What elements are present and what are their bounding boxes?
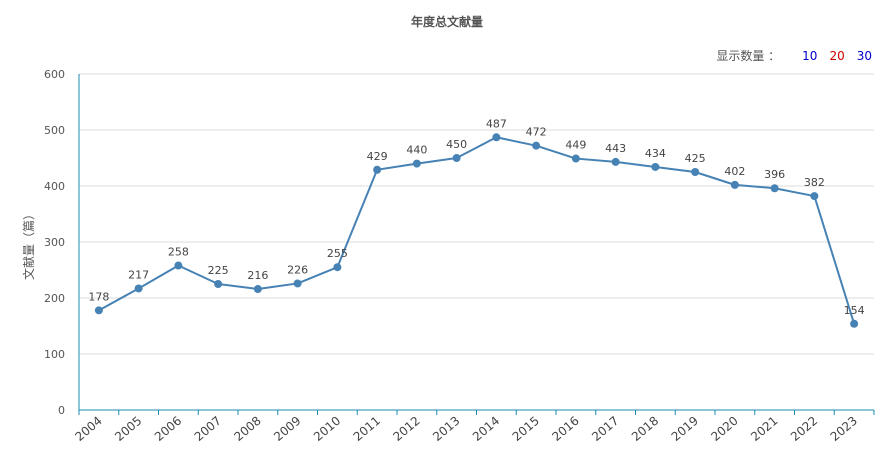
x-tick-label: 2017 <box>589 414 621 444</box>
data-point[interactable] <box>532 141 541 150</box>
data-point[interactable] <box>293 279 302 288</box>
x-tick-label: 2009 <box>271 414 303 444</box>
data-point[interactable] <box>253 285 262 294</box>
page-size-option-30[interactable]: 30 <box>856 49 872 63</box>
x-tick-label: 2008 <box>231 414 263 444</box>
data-label: 225 <box>208 264 229 277</box>
data-label: 226 <box>287 263 308 276</box>
page-size-option-10[interactable]: 10 <box>802 49 818 63</box>
data-point[interactable] <box>174 261 183 270</box>
data-label: 154 <box>844 304 865 317</box>
y-tick-label: 200 <box>44 292 65 305</box>
data-label: 440 <box>406 144 427 157</box>
data-point[interactable] <box>373 165 382 174</box>
series <box>94 133 859 328</box>
data-label: 217 <box>128 268 149 281</box>
x-tick-label: 2023 <box>828 414 860 444</box>
data-label: 429 <box>367 150 388 163</box>
series-line <box>98 136 856 325</box>
data-point[interactable] <box>730 180 739 189</box>
data-label: 443 <box>605 142 626 155</box>
data-label: 216 <box>247 269 268 282</box>
data-label: 449 <box>565 139 586 152</box>
data-point[interactable] <box>492 133 501 142</box>
data-point[interactable] <box>611 157 620 166</box>
data-point[interactable] <box>691 168 700 176</box>
data-label: 425 <box>685 152 706 165</box>
data-point[interactable] <box>810 192 819 201</box>
data-label: 487 <box>486 117 507 130</box>
data-label: 450 <box>446 138 467 151</box>
grid-lines <box>79 73 874 355</box>
data-label: 396 <box>764 168 785 181</box>
data-point[interactable] <box>94 306 103 315</box>
chart-title: 年度总文献量 <box>410 15 483 29</box>
data-label: 178 <box>88 290 109 303</box>
x-tick-label: 2015 <box>510 414 542 444</box>
x-tick-label: 2013 <box>430 414 462 444</box>
y-tick-label: 400 <box>44 180 65 193</box>
data-point[interactable] <box>214 280 223 288</box>
x-tick-label: 2005 <box>112 414 144 444</box>
page-size-label: 显示数量 ： <box>716 49 781 63</box>
data-point[interactable] <box>770 184 779 193</box>
data-point[interactable] <box>452 154 461 162</box>
x-tick-label: 2010 <box>311 414 343 444</box>
page-size-option-20[interactable]: 20 <box>829 49 845 63</box>
y-tick-label: 0 <box>58 404 65 417</box>
data-point[interactable] <box>412 159 421 168</box>
x-tick-label: 2007 <box>192 414 224 444</box>
x-tick-label: 2016 <box>549 414 581 444</box>
x-tick-label: 2019 <box>669 414 701 444</box>
data-point[interactable] <box>571 154 580 163</box>
data-label: 472 <box>526 126 547 139</box>
data-label: 434 <box>645 147 666 160</box>
x-tick-label: 2014 <box>470 414 502 444</box>
x-tick-label: 2011 <box>351 414 383 444</box>
data-point[interactable] <box>651 162 660 171</box>
data-point[interactable] <box>134 284 143 293</box>
x-tick-label: 2020 <box>708 414 740 444</box>
data-label: 402 <box>724 165 745 178</box>
y-tick-label: 500 <box>44 124 65 137</box>
data-label: 255 <box>327 247 348 260</box>
page-size-selector: 显示数量 ： 10 20 30 <box>716 47 872 64</box>
data-label: 382 <box>804 176 825 189</box>
y-axis-label: 文献量（篇） <box>21 208 36 280</box>
data-label: 258 <box>168 246 189 259</box>
data-point[interactable] <box>333 263 342 272</box>
x-tick-label: 2021 <box>748 414 780 444</box>
x-tick-label: 2004 <box>72 414 104 444</box>
data-labels: 178 217 258 225 216 226 255 429 440 450 487 472 449 4… <box>88 117 864 316</box>
y-tick-label: 100 <box>44 348 65 361</box>
x-tick-label: 2012 <box>390 414 422 444</box>
y-tick-label: 600 <box>44 68 65 81</box>
x-tick-label: 2018 <box>629 414 661 444</box>
x-tick-label: 2022 <box>788 414 820 444</box>
x-tick-label: 2006 <box>152 414 184 444</box>
y-tick-label: 300 <box>44 236 65 249</box>
data-point[interactable] <box>850 319 859 328</box>
